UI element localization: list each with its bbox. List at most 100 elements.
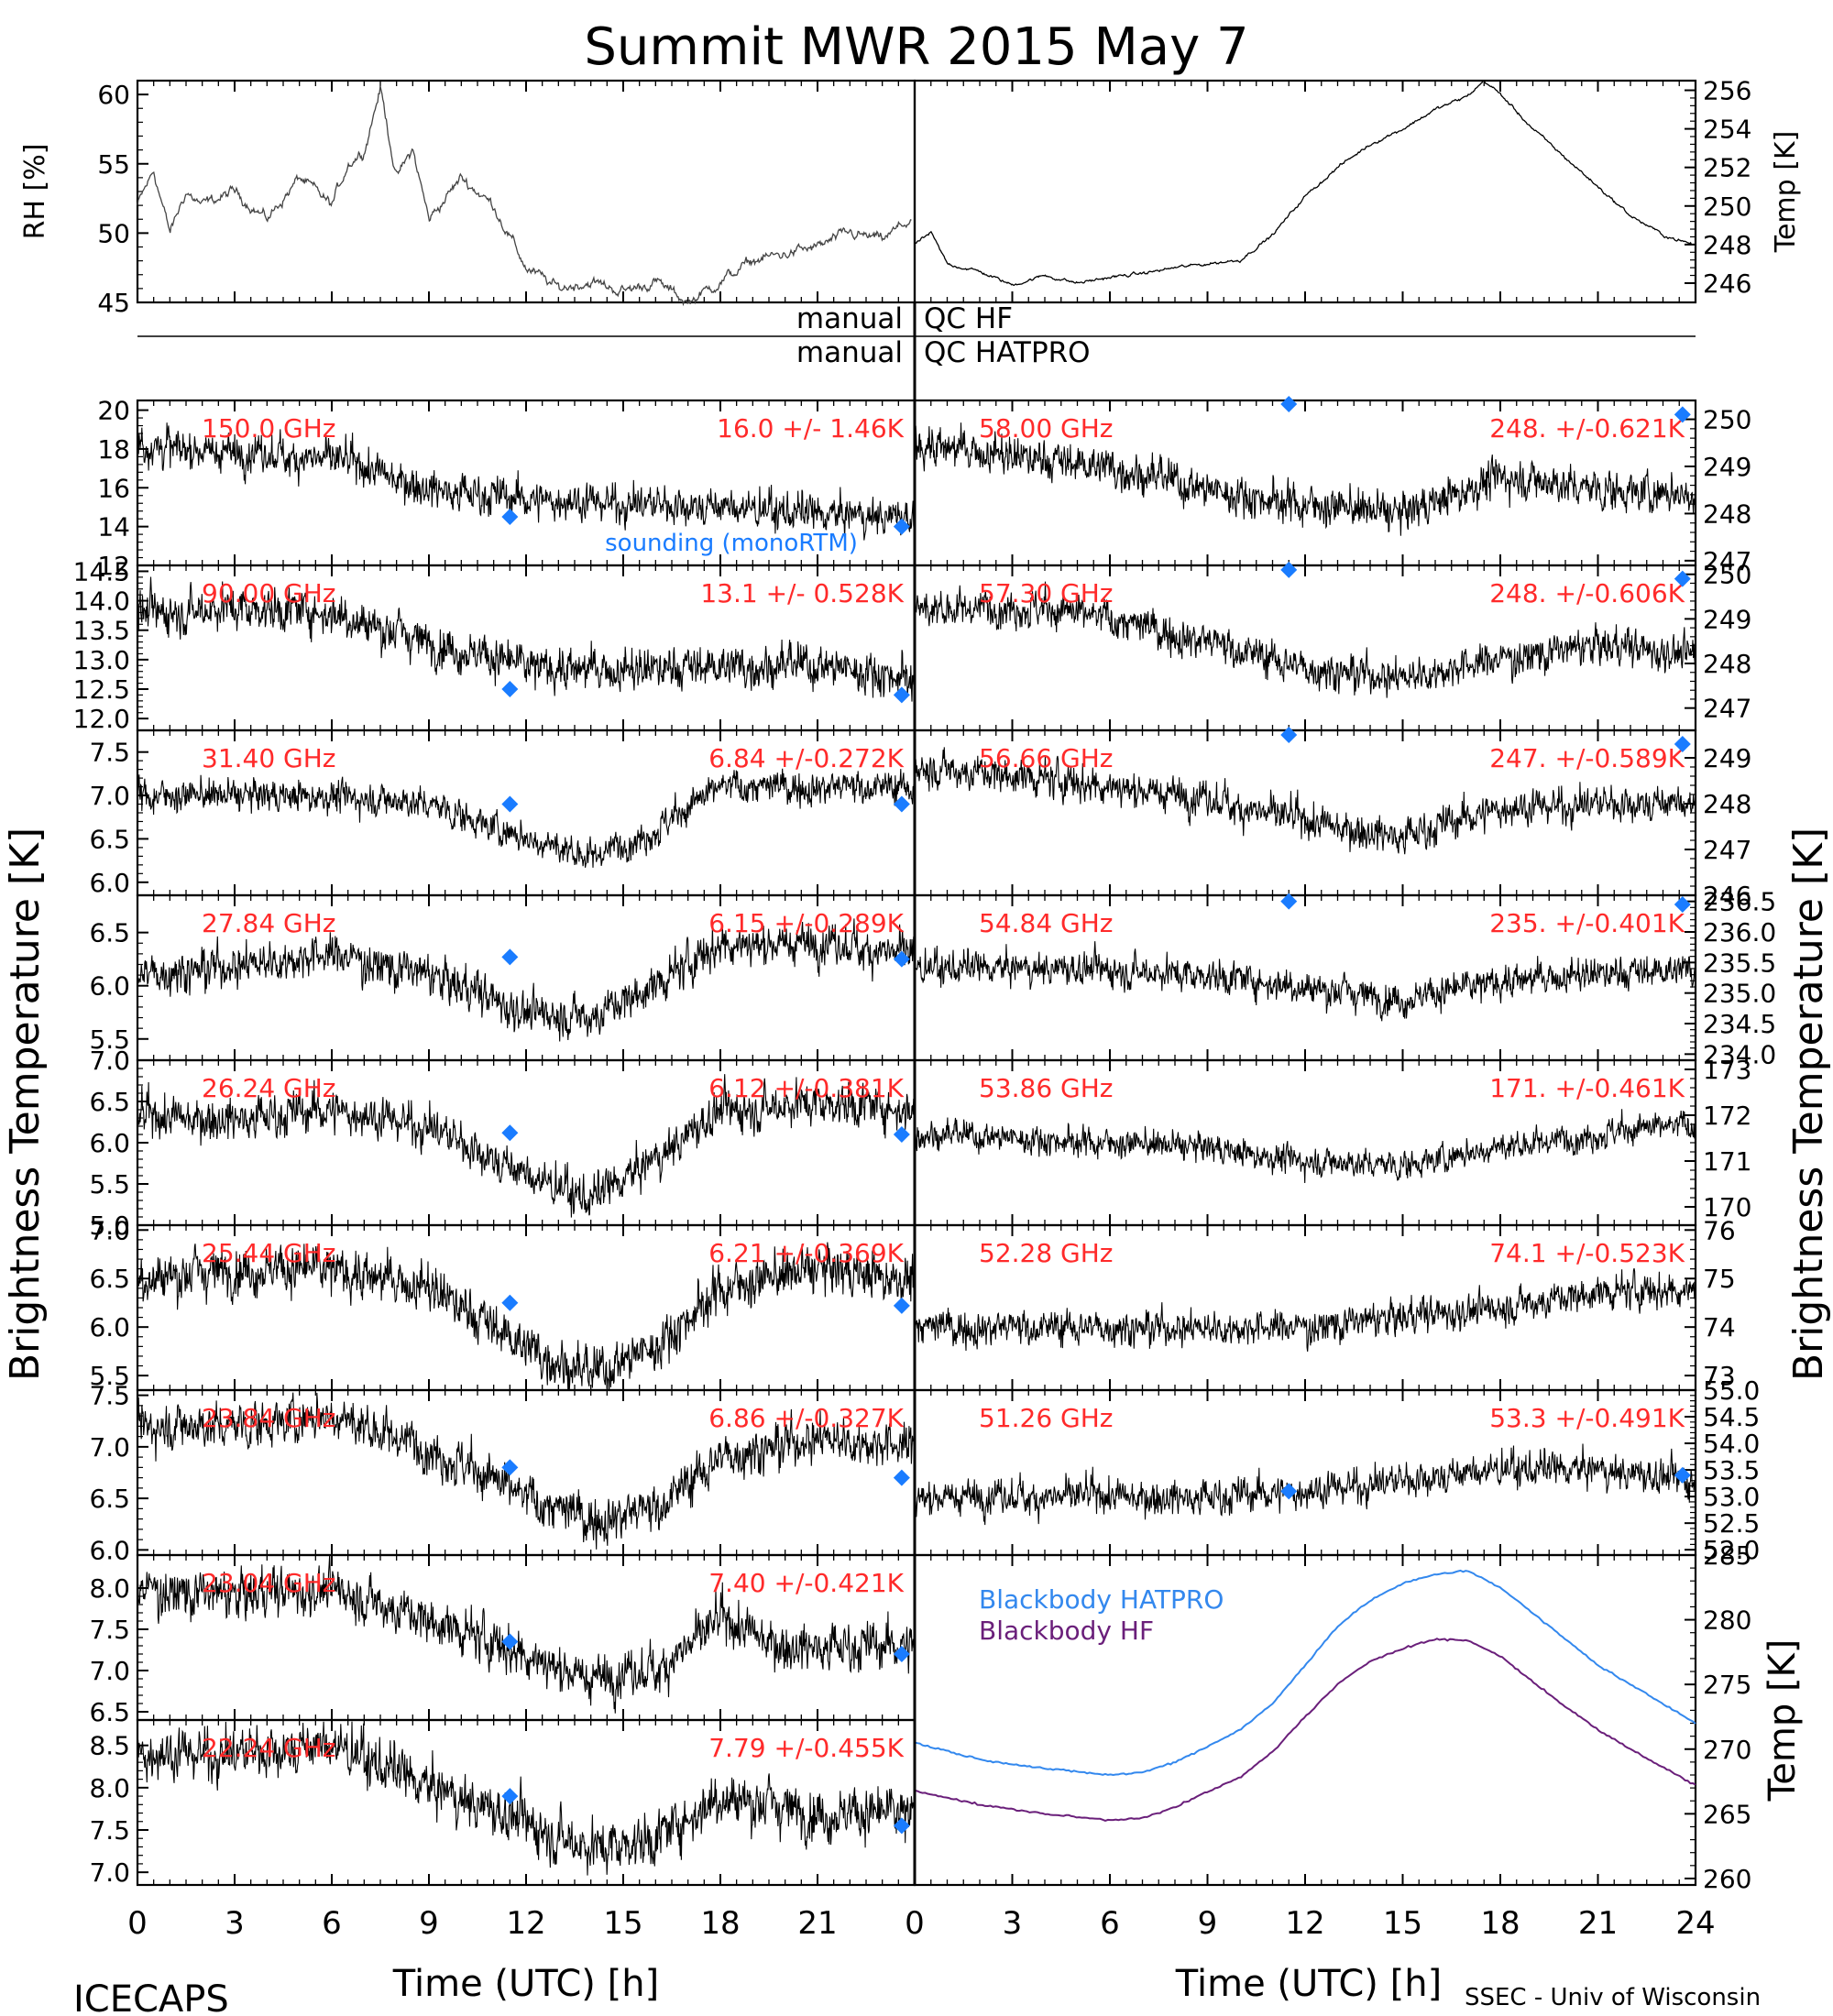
time-tick-label: 6 [1100,1905,1120,1942]
y-tick-label: 7.0 [89,1215,130,1245]
y-tick-label: 6.5 [89,1087,130,1117]
tb_5484-panel-stat-label: 235. +/-0.401K [1489,908,1685,938]
y-tick-label: 6.5 [89,1484,130,1514]
tb_2384-panel-sounding-point [893,1469,910,1486]
y-tick-label: 248 [1703,789,1751,819]
tb_3140-panel-series-line [137,768,915,868]
tb_2544-panel-y-axis: 5.5 6.0 6.5 7.0 [89,1215,148,1391]
tb_2224-panel-frequency-label: 22.24 GHz [202,1733,336,1763]
y-tick-label: 7.5 [89,738,130,768]
y-tick-label: 172 [1703,1101,1751,1131]
tb_150-panel-frequency-label: 150.0 GHz [202,413,336,444]
y-tick-label: 53.0 [1703,1482,1760,1512]
time-tick-label: 9 [419,1905,439,1942]
tb_5484-panel-series-line [915,941,1696,1022]
y-tick-label: 6.0 [89,1535,130,1565]
tb_2624-panel-y-axis: 5.0 5.5 6.0 6.5 7.0 [89,1046,148,1241]
tb_5126-panel-sounding-point [1280,1483,1298,1500]
time-tick-label: 3 [225,1905,245,1942]
y-tick-label: 7.0 [89,1656,130,1686]
tb_2304-panel-stat-label: 7.40 +/-0.421K [708,1568,904,1598]
left-y-axis-label: Brightness Temperature [K] [2,827,49,1381]
y-tick-label: 54.0 [1703,1429,1760,1459]
tb_9000-panel-series-line [137,576,915,702]
tb_5484-panel-sounding-point [1674,896,1691,913]
time-axis-label-right: Time (UTC) [h] [1175,1963,1442,2005]
y-tick-label: 7.0 [89,1857,130,1888]
y-tick-label: 6.5 [89,824,130,854]
rh-panel-series-line [137,85,912,307]
y-tick-label: 5.5 [89,1361,130,1391]
tb_150-panel-sounding-point [893,518,910,535]
tb_2224-panel-stat-label: 7.79 +/-0.455K [708,1733,904,1763]
y-tick-label: 6.0 [89,1312,130,1342]
time-tick-label: 24 [1675,1905,1715,1942]
tb_3140-panel-sounding-point [893,795,910,813]
y-tick-label: 250 [1703,560,1751,590]
y-tick-label: 7.0 [89,1046,130,1076]
tb_150-panel-sounding-point [501,509,519,526]
rh-panel-y-label: RH [%] [19,144,51,240]
blackbody-legend-1: Blackbody HF [979,1616,1154,1646]
time-tick-label: 21 [1578,1905,1618,1942]
tb_5386-panel-series-line [915,1109,1696,1184]
tb_5666-panel-sounding-point [1280,727,1298,743]
air-temp-panel-series-line [914,80,1693,287]
y-tick-label: 45 [97,288,130,318]
y-tick-label: 13.0 [73,645,130,675]
y-tick-label: 13.5 [73,616,130,646]
y-tick-label: 5.5 [89,1024,130,1055]
y-tick-label: 75 [1703,1264,1736,1294]
y-tick-label: 234.0 [1703,1039,1776,1069]
tb_3140-panel-y-axis: 6.0 6.5 7.0 7.5 [89,738,148,898]
tb_2304-panel-y-axis: 6.5 7.0 7.5 8.0 [89,1573,148,1727]
tb_5228-panel-frequency-label: 52.28 GHz [979,1238,1114,1268]
y-tick-label: 173 [1703,1055,1751,1085]
tb_2224-panel-x-ticks [137,1720,916,1885]
y-tick-label: 8.0 [89,1573,130,1604]
tb_2544-panel-sounding-point [501,1294,519,1311]
tb_5666-panel-sounding-point [1674,736,1691,752]
y-tick-label: 7.5 [89,1615,130,1645]
y-tick-label: 76 [1703,1215,1736,1245]
y-tick-label: 50 [97,218,130,248]
y-tick-label: 247 [1703,546,1751,576]
y-tick-label: 55 [97,149,130,180]
tb_2544-panel-stat-label: 6.21 +/-0.369K [708,1238,904,1268]
y-tick-label: 7.0 [89,781,130,811]
blackbody-legend-0: Blackbody HATPRO [979,1584,1224,1615]
qc-row2-left: manual [796,336,903,369]
time-tick-label: 15 [1383,1905,1422,1942]
tb_5126-panel-y-axis: 52.052.553.053.554.054.555.0 [1685,1375,1760,1565]
y-tick-label: 6.0 [89,971,130,1002]
y-tick-label: 14.0 [73,586,130,617]
tb_5126-panel-sounding-point [1674,1466,1691,1484]
qc-row1-left: manual [796,302,903,335]
tb_5126-panel-series-line [915,1443,1696,1526]
y-tick-label: 6.5 [89,1697,130,1727]
y-tick-label: 12 [97,551,130,581]
tb_5666-panel-frequency-label: 56.66 GHz [979,743,1114,773]
tb_9000-panel-y-axis: 12.012.513.013.514.014.5 [73,556,148,734]
time-tick-label: 0 [127,1905,148,1942]
tb_5666-panel-y-axis: 246 247 248 249 [1685,743,1751,911]
tb_3140-panel-sounding-point [501,795,519,813]
tb_5126-panel-frequency-label: 51.26 GHz [979,1403,1114,1433]
time-tick-label: 3 [1003,1905,1023,1942]
footer-left: ICECAPS [73,1978,229,2016]
tb_2544-panel-series-line [137,1242,915,1390]
y-tick-label: 53.5 [1703,1455,1760,1485]
tb_5730-panel-y-axis: 247 248 249 250 [1685,560,1751,724]
y-tick-label: 16 [97,473,130,503]
y-tick-label: 247 [1703,694,1751,724]
y-tick-label: 12.5 [73,674,130,705]
tb_150-panel-y-axis: 12 14 16 18 20 [97,396,148,581]
y-tick-label: 6.5 [89,1264,130,1294]
y-tick-label: 60 [97,80,130,110]
y-tick-label: 170 [1703,1192,1751,1222]
tb_150-panel-series-line [137,422,915,541]
rh-panel-y-axis: 45 50 55 60 [97,80,148,318]
tb_5800-panel-y-axis: 247 248 249 250 [1685,405,1751,576]
footer-right: SSEC - Univ of Wisconsin [1465,1984,1761,2011]
